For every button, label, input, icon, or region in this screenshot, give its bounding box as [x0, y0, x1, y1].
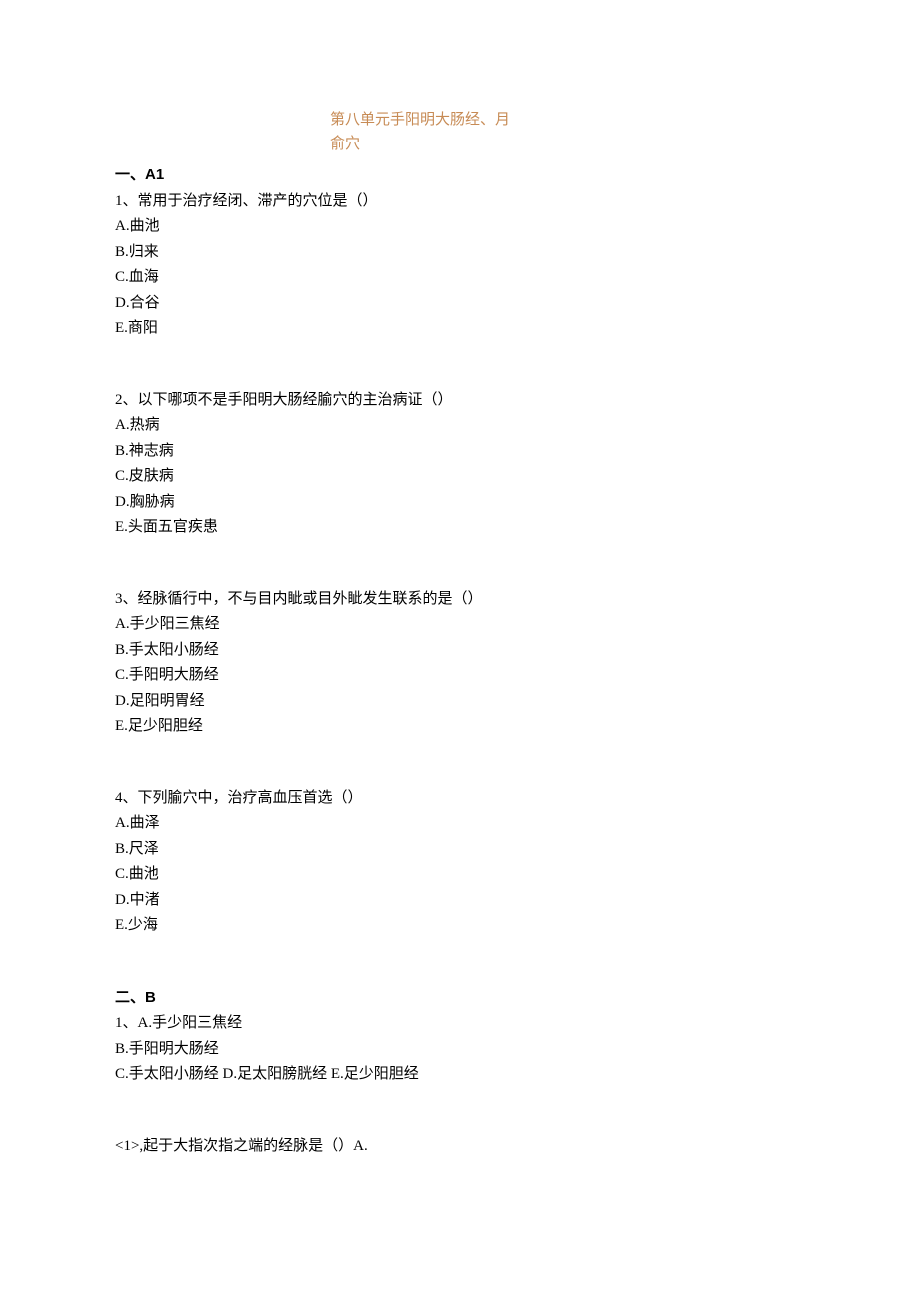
q3-option-a: A.手少阳三焦经 [115, 612, 805, 638]
section-b-heading: 二、B [115, 985, 805, 1012]
q2-option-b: B.神志病 [115, 439, 805, 465]
section-b-prefix: 二、 [115, 990, 145, 1006]
q3-option-c: C.手阳明大肠经 [115, 663, 805, 689]
question-b1: 1、A.手少阳三焦经 B.手阳明大肠经 C.手太阳小肠经 D.足太阳膀胱经 E.… [115, 1011, 805, 1159]
section-a-latin: A1 [145, 166, 164, 183]
q1-option-a: A.曲池 [115, 214, 805, 240]
q2-stem: 2、以下哪项不是手阳明大肠经腧穴的主治病证（） [115, 388, 805, 414]
b1-options-cde: C.手太阳小肠经 D.足太阳膀胱经 E.足少阳胆经 [115, 1062, 805, 1088]
q3-option-d: D.足阳明胃经 [115, 689, 805, 715]
q1-option-d: D.合谷 [115, 291, 805, 317]
q4-option-e: E.少海 [115, 913, 805, 939]
question-a2: 2、以下哪项不是手阳明大肠经腧穴的主治病证（） A.热病 B.神志病 C.皮肤病… [115, 388, 805, 541]
title-line-1: 第八单元手阳明大肠经、月 [330, 108, 540, 132]
q1-stem: 1、常用于治疗经闭、滞产的穴位是（） [115, 189, 805, 215]
section-a-heading: 一、A1 [115, 162, 805, 189]
section-b-latin: B [145, 989, 156, 1006]
b1-subquestion-1: <1>,起于大指次指之端的经脉是（）A. [115, 1134, 805, 1160]
q3-option-e: E.足少阳胆经 [115, 714, 805, 740]
q2-option-c: C.皮肤病 [115, 464, 805, 490]
q3-stem: 3、经脉循行中，不与目内眦或目外眦发生联系的是（） [115, 587, 805, 613]
b1-stem: 1、A.手少阳三焦经 [115, 1011, 805, 1037]
q4-option-b: B.尺泽 [115, 837, 805, 863]
q4-option-c: C.曲池 [115, 862, 805, 888]
question-a4: 4、下列腧穴中，治疗高血压首选（） A.曲泽 B.尺泽 C.曲池 D.中渚 E.… [115, 786, 805, 939]
q4-option-d: D.中渚 [115, 888, 805, 914]
q2-option-e: E.头面五官疾患 [115, 515, 805, 541]
section-a-prefix: 一、 [115, 167, 145, 183]
question-a1: 1、常用于治疗经闭、滞产的穴位是（） A.曲池 B.归来 C.血海 D.合谷 E… [115, 189, 805, 342]
q4-stem: 4、下列腧穴中，治疗高血压首选（） [115, 786, 805, 812]
question-a3: 3、经脉循行中，不与目内眦或目外眦发生联系的是（） A.手少阳三焦经 B.手太阳… [115, 587, 805, 740]
q3-option-b: B.手太阳小肠经 [115, 638, 805, 664]
q2-option-a: A.热病 [115, 413, 805, 439]
unit-title: 第八单元手阳明大肠经、月 俞穴 [330, 108, 540, 156]
b1-option-b: B.手阳明大肠经 [115, 1037, 805, 1063]
q4-option-a: A.曲泽 [115, 811, 805, 837]
q1-option-e: E.商阳 [115, 316, 805, 342]
q2-option-d: D.胸胁病 [115, 490, 805, 516]
q1-option-c: C.血海 [115, 265, 805, 291]
q1-option-b: B.归来 [115, 240, 805, 266]
title-line-2: 俞穴 [330, 132, 540, 156]
